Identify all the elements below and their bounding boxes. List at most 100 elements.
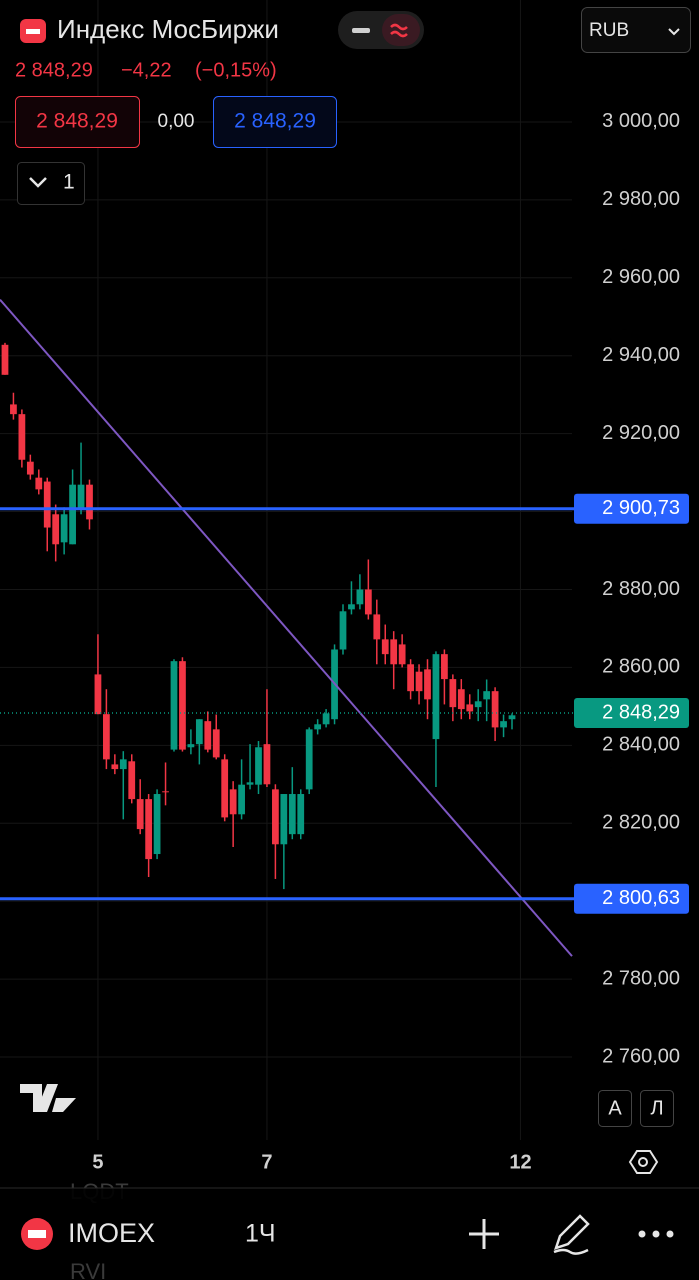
collapse-icon [29, 177, 47, 188]
candle-body [339, 611, 347, 650]
y-tick-label: 2 780,00 [602, 967, 680, 989]
candle-body [86, 484, 93, 520]
candle-body [466, 704, 474, 712]
indicators-toggle[interactable] [17, 162, 85, 205]
y-tick-label: 2 940,00 [602, 344, 680, 366]
candle-body [449, 679, 457, 708]
candle-body [508, 715, 516, 720]
candle-body [94, 674, 102, 715]
candle-body [111, 764, 119, 770]
currency: RUB [589, 20, 629, 41]
candle-body [153, 794, 161, 855]
candle-body [364, 589, 372, 615]
candle-body [263, 744, 271, 785]
last-price: 2 848,29 [15, 59, 93, 81]
currency-select[interactable] [581, 7, 691, 53]
y-tick-label: 2 920,00 [602, 422, 680, 444]
y-tick-label: 2 760,00 [602, 1045, 680, 1067]
spread: 0,00 [158, 111, 195, 132]
sell-button[interactable] [15, 96, 140, 148]
last-price-box [574, 698, 689, 729]
symbol-title[interactable]: Индекс МосБиржи [57, 14, 279, 44]
last-price-label: 2 848,29 [602, 701, 680, 723]
candle-body [162, 791, 169, 793]
candle-body [212, 729, 220, 758]
ask-price: 2 848,29 [234, 110, 316, 133]
more-dot [638, 1230, 646, 1238]
settings-icon-center [638, 1157, 648, 1167]
candle-body [280, 794, 288, 845]
buy-button[interactable] [213, 96, 337, 148]
price-label: 2 800,63 [602, 887, 680, 909]
x-tick-label: 7 [261, 1151, 272, 1173]
y-tick-label: 2 820,00 [602, 812, 680, 834]
candle-body [356, 589, 364, 605]
candle-body [170, 661, 178, 750]
candle-body [18, 414, 26, 460]
bid-price: 2 848,29 [36, 110, 118, 133]
add-button[interactable] [469, 1219, 499, 1249]
candle-body [415, 671, 423, 692]
candle-body [26, 461, 34, 475]
price-label-box [574, 883, 689, 914]
toolbar-symbol-icon-mark [28, 1230, 46, 1238]
candle-body [128, 761, 136, 800]
candle-body [288, 794, 296, 835]
price-change: −4,22 [121, 59, 172, 81]
trend-line [0, 298, 573, 957]
candle-body [381, 639, 389, 655]
candle-body [424, 669, 431, 700]
more-button[interactable] [638, 1230, 674, 1238]
log-scale-button[interactable] [640, 1090, 674, 1127]
candle-body [119, 759, 127, 770]
y-tick-label: 2 840,00 [602, 734, 680, 756]
settings-icon[interactable] [628, 1150, 659, 1174]
candle-body [474, 701, 482, 708]
toggle-bars[interactable] [352, 28, 370, 33]
candle-body [390, 639, 398, 665]
candle-body [60, 514, 68, 543]
candle-body [43, 481, 51, 528]
price-label: 2 900,73 [602, 497, 680, 519]
x-tick-label: 12 [509, 1151, 531, 1173]
candle-body [457, 689, 465, 710]
more-dot [666, 1230, 674, 1238]
auto-scale: A [608, 1097, 622, 1119]
candle-body [10, 404, 17, 415]
indicators-count: 1 [63, 171, 75, 194]
y-tick-label: 3 000,00 [602, 110, 680, 132]
candle-body [1, 344, 9, 375]
candle-body [398, 644, 406, 665]
candle-body [103, 714, 110, 760]
candle-body [441, 654, 448, 680]
price-label-box [574, 493, 689, 524]
candle-body [246, 782, 254, 785]
dropdown-arrow [668, 28, 680, 36]
y-tick-label: 2 880,00 [602, 578, 680, 600]
candle-body [491, 691, 499, 728]
candle-body [77, 484, 85, 510]
candle-body [145, 799, 153, 860]
toolbar-symbol[interactable]: IMOEX [68, 1218, 155, 1248]
candle-body [373, 614, 381, 640]
candle-body [407, 664, 414, 692]
candle-body [297, 794, 305, 835]
candle-body [305, 729, 313, 790]
candle-body [52, 514, 60, 545]
draw-button[interactable] [553, 1214, 590, 1255]
toolbar [0, 1188, 699, 1262]
toggle-line[interactable] [382, 14, 420, 46]
candle-body [483, 691, 491, 700]
auto-scale-button[interactable] [598, 1090, 632, 1127]
tradingview-logo[interactable] [20, 1084, 76, 1112]
plot: 3 000,00 2 980,00 2 960,00 2 940,00 2 920,00… [0, 0, 689, 1173]
candle-body [348, 604, 355, 610]
y-tick-label: 2 960,00 [602, 266, 680, 288]
toolbar-interval[interactable]: 1Ч [245, 1220, 276, 1248]
candle-body [272, 789, 279, 845]
symbol-icon-mark [26, 29, 40, 34]
